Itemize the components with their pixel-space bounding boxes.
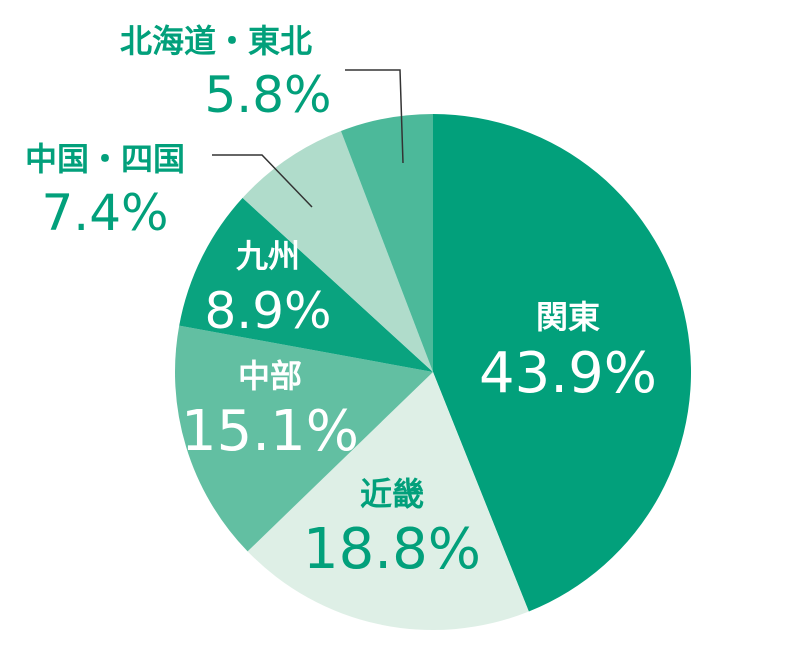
pie-slice-hokkaido-tohoku [340, 114, 433, 372]
slice-label-hokkaido-tohoku: 北海道・東北 [120, 22, 312, 60]
pie-slice-kanto [433, 114, 692, 612]
slice-value-kanto: 43.9% [479, 341, 657, 406]
slice-value-chubu: 15.1% [181, 399, 359, 464]
slice-label-kanto: 関東 [536, 298, 600, 336]
slice-label-chubu: 中部 [238, 357, 302, 395]
slice-label-kinki: 近畿 [360, 475, 424, 513]
slice-labels: 関東 43.9% 近畿 18.8% 中部 15.1% 九州 8.9% 中国・四国 7.4% 北海道・… [25, 22, 657, 582]
leader-line-hokkaido-tohoku [345, 69, 404, 164]
slice-label-chugoku-shikoku: 中国・四国 [25, 140, 185, 178]
pie-slice-kinki [247, 372, 529, 631]
slice-value-kinki: 18.8% [303, 517, 481, 582]
pie-slice-chubu [175, 325, 433, 552]
slice-label-kyushu: 九州 [236, 237, 300, 275]
leader-line-chugoku-shikoku [212, 154, 313, 208]
pie-slice-kyushu [179, 197, 433, 372]
slice-value-chugoku-shikoku: 7.4% [41, 184, 168, 242]
leader-lines [212, 69, 404, 208]
pie-slices [175, 114, 692, 631]
slice-value-hokkaido-tohoku: 5.8% [204, 66, 331, 124]
slice-value-kyushu: 8.9% [204, 282, 331, 340]
pie-slice-chugoku-shikoku [242, 130, 433, 372]
